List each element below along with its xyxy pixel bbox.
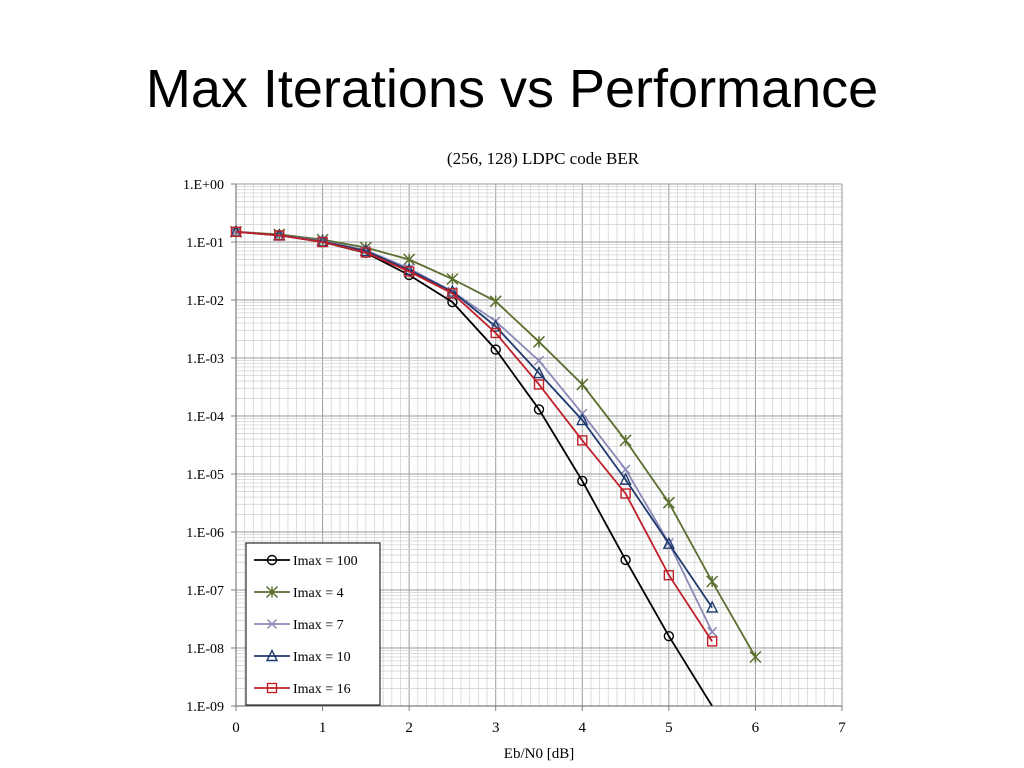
legend-label: Imax = 7 [293,618,344,633]
x-tick-label: 6 [752,720,760,736]
legend-marker [266,618,278,630]
legend-marker [266,682,278,694]
legend-label: Imax = 16 [293,682,351,697]
data-point [707,626,718,637]
data-point [274,230,285,241]
data-point [533,355,545,366]
slide-title: Max Iterations vs Performance [145,59,879,119]
y-tick-label: 1.E-06 [186,526,224,541]
data-point [533,404,545,415]
x-tick-label: 7 [838,720,846,736]
data-point [532,365,546,379]
data-point [706,600,719,613]
y-tick-label: 1.E-07 [186,584,224,599]
legend-item: Imax = 7 [254,618,344,633]
y-tick-label: 1.E-01 [186,236,224,251]
y-tick-label: 1.E-03 [186,352,224,367]
y-tick-label: 1.E-09 [186,700,224,715]
legend-item: Imax = 100 [254,554,358,569]
legend-marker [265,585,279,599]
legend-item: Imax = 10 [254,648,351,665]
y-tick-label: 1.E+00 [183,178,224,193]
series-line [236,230,713,642]
data-point [576,378,589,391]
series-group [229,224,762,706]
data-point [230,226,242,237]
legend-label: Imax = 10 [293,650,351,665]
x-tick-label: 0 [232,720,240,736]
data-point [577,435,588,446]
y-tick-label: 1.E-04 [186,410,224,425]
legend-marker [266,554,278,566]
x-tick-label: 1 [319,720,327,736]
x-tick-label: 2 [405,720,413,736]
data-point [662,496,675,509]
x-tick-label: 3 [492,720,500,736]
data-point [619,472,632,485]
x-tick-label: 5 [665,720,673,736]
data-point [706,636,718,647]
data-point [446,284,459,297]
data-point [706,575,719,588]
y-tick-label: 1.E-08 [186,642,224,657]
data-point [317,236,328,248]
legend-item: Imax = 4 [254,585,344,601]
chart-title: (256, 128) LDPC code BER [447,149,640,168]
data-point [620,488,631,499]
y-tick-label: 1.E-02 [186,294,224,309]
x-axis-label: Eb/N0 [dB] [504,746,574,762]
data-point [619,434,632,447]
data-point [490,344,501,355]
legend-label: Imax = 4 [293,586,344,601]
data-point [446,272,459,286]
data-point [489,295,502,308]
data-point [447,288,458,299]
data-point [533,379,545,390]
data-point [662,536,675,549]
data-point [620,554,631,566]
legend: Imax = 100 Imax = 4 Imax = 7 Imax = 10 Imax … [245,542,381,706]
data-point [532,335,546,348]
data-point [490,327,501,339]
y-tick-label: 1.E-05 [186,468,224,483]
data-point [230,226,242,237]
series-imax-16 [236,230,713,642]
series-markers [230,226,718,647]
data-point [620,464,631,475]
data-point [577,475,588,487]
legend-item: Imax = 16 [254,682,351,697]
legend-label: Imax = 100 [293,554,358,569]
data-point [403,262,416,276]
data-point [360,247,372,258]
data-point [663,569,675,581]
plot-axes: 1.E+00 1.E-01 1.E-02 1.E-03 1.E-04 1.E-05 1.E-… [183,178,846,736]
x-tick-label: 4 [579,720,587,736]
data-point [359,243,372,257]
data-point [576,413,589,426]
legend-marker [265,648,279,662]
data-point [489,319,502,332]
data-point [663,630,675,642]
data-point [749,650,762,664]
data-point [403,266,415,277]
